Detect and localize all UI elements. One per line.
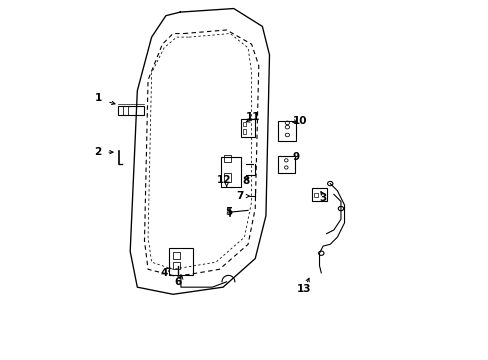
Text: 4: 4 [160, 268, 167, 278]
Text: 9: 9 [292, 152, 299, 162]
Text: 11: 11 [245, 112, 260, 122]
Bar [169, 248, 192, 275]
Bar [278, 121, 296, 141]
Text: 7: 7 [236, 191, 243, 201]
Text: 6: 6 [174, 277, 182, 287]
Text: 13: 13 [297, 284, 311, 294]
Bar [118, 106, 144, 115]
Bar [224, 155, 230, 162]
Text: 2: 2 [94, 147, 102, 157]
Bar [313, 193, 318, 197]
Bar [242, 122, 246, 126]
Bar [221, 157, 241, 187]
Bar [312, 188, 326, 201]
Text: 10: 10 [292, 116, 306, 126]
Bar [173, 252, 180, 258]
Bar [173, 262, 180, 269]
Text: 8: 8 [242, 176, 249, 186]
Text: 12: 12 [217, 175, 231, 185]
Bar [224, 173, 230, 182]
Text: 3: 3 [319, 193, 326, 203]
Bar [241, 119, 255, 137]
Text: 1: 1 [94, 93, 102, 103]
Bar [278, 156, 294, 173]
Text: 5: 5 [224, 207, 232, 217]
Bar [242, 129, 246, 134]
